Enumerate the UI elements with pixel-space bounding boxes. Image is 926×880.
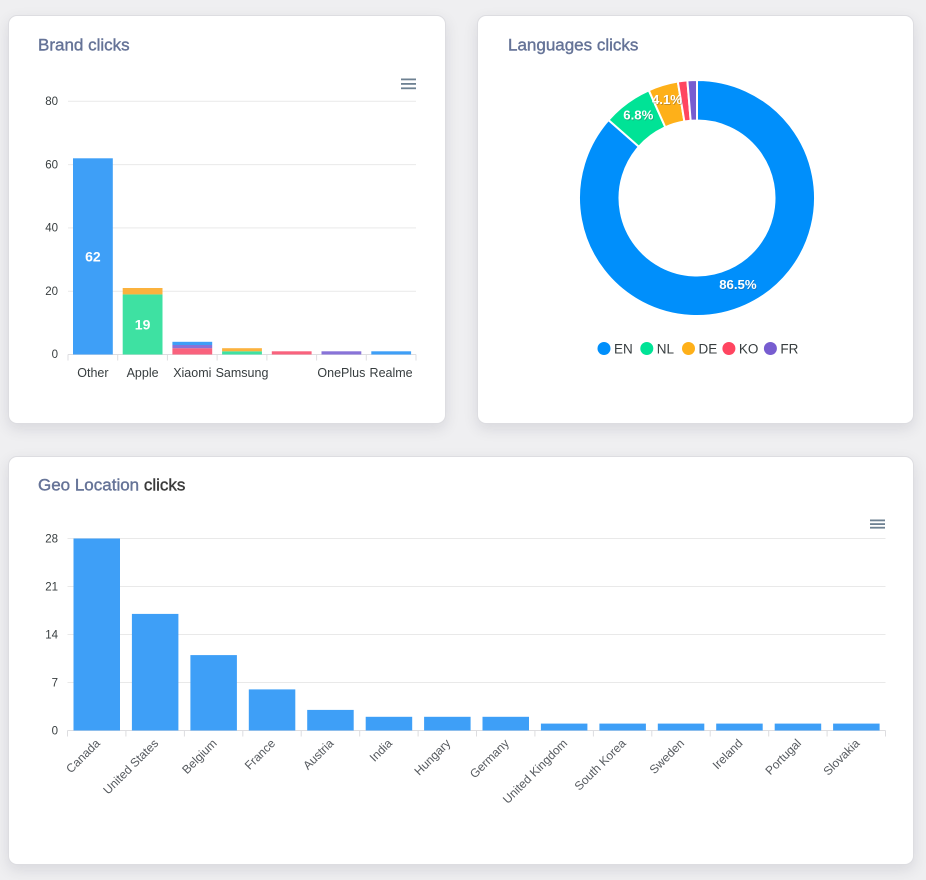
svg-text:Apple: Apple [127,366,159,380]
svg-text:Languages clicks: Languages clicks [508,36,638,55]
svg-text:19: 19 [135,316,151,332]
svg-text:United States: United States [100,736,161,797]
svg-text:Hungary: Hungary [411,736,453,778]
svg-text:France: France [242,736,279,773]
svg-text:Belgium: Belgium [179,736,220,777]
svg-text:4.1%: 4.1% [652,92,682,107]
svg-text:4.1%: 4.1% [653,93,683,108]
svg-text:7: 7 [52,678,58,690]
svg-text:Geo Location clicks: Geo Location clicks [38,476,185,495]
svg-text:Germany: Germany [467,736,512,781]
svg-text:Samsung: Samsung [216,366,269,380]
svg-text:21: 21 [45,582,58,594]
svg-text:Realme: Realme [370,366,413,380]
svg-text:Canada: Canada [63,736,103,776]
svg-text:14: 14 [45,630,58,642]
svg-text:0: 0 [52,726,58,738]
svg-text:86.5%: 86.5% [720,278,758,293]
svg-text:Ireland: Ireland [710,736,746,772]
svg-text:Xiaomi: Xiaomi [173,366,211,380]
svg-text:40: 40 [45,223,58,235]
svg-text:86.5%: 86.5% [719,277,757,292]
svg-text:DE: DE [699,341,718,356]
svg-text:South Korea: South Korea [572,736,629,793]
svg-text:Austria: Austria [300,736,337,773]
svg-text:80: 80 [45,96,58,108]
svg-text:Brand clicks: Brand clicks [38,36,130,55]
svg-text:28: 28 [45,534,58,546]
svg-text:20: 20 [45,286,58,298]
svg-text:FR: FR [780,341,798,356]
svg-text:Slovakia: Slovakia [820,736,862,778]
svg-text:EN: EN [614,341,633,356]
svg-text:Sweden: Sweden [647,736,688,777]
svg-text:India: India [367,736,396,765]
svg-text:6.8%: 6.8% [623,108,653,123]
svg-text:NL: NL [657,341,675,356]
svg-text:Portugal: Portugal [763,736,805,778]
svg-text:6.8%: 6.8% [624,109,654,124]
svg-text:OnePlus: OnePlus [317,366,365,380]
svg-text:62: 62 [85,248,101,264]
svg-text:60: 60 [45,159,58,171]
svg-text:0: 0 [52,349,58,361]
svg-text:Other: Other [77,366,108,380]
svg-text:KO: KO [739,341,759,356]
